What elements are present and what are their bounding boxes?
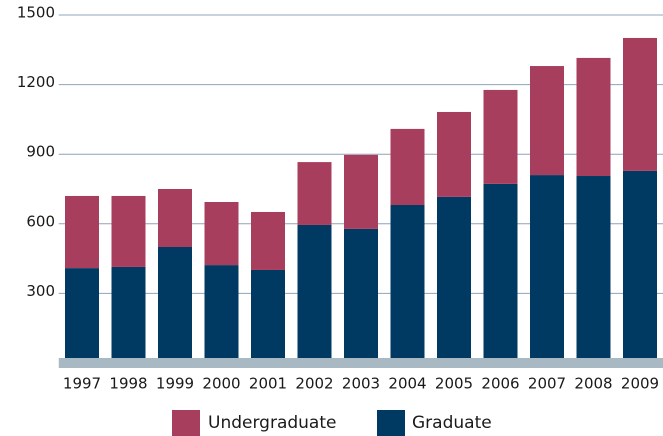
- bar-segment: [158, 247, 192, 363]
- bar-segment: [530, 66, 564, 176]
- legend-label: Graduate: [412, 413, 492, 433]
- bar-segment: [623, 37, 657, 171]
- bar-segment: [530, 175, 564, 363]
- y-tick-label: 600: [26, 212, 55, 230]
- bar-segment: [623, 170, 657, 363]
- bar-segment: [390, 128, 425, 206]
- x-tick-label: 1999: [156, 375, 194, 393]
- y-tick-label: 900: [26, 143, 55, 161]
- bar-segment: [390, 205, 425, 363]
- bar-segment: [65, 268, 99, 363]
- bar-segment: [344, 228, 378, 363]
- bar-segment: [576, 57, 611, 177]
- x-tick-label: 2000: [202, 375, 240, 393]
- legend-swatch: [172, 410, 200, 436]
- bar-segment: [437, 196, 471, 363]
- legend-label: Undergraduate: [208, 413, 336, 433]
- bar-segment: [65, 195, 99, 269]
- bar-segment: [437, 111, 471, 197]
- bar-segment: [297, 224, 332, 363]
- x-tick-label: 2007: [528, 375, 566, 393]
- bar-segment: [483, 183, 518, 363]
- legend-swatch: [377, 410, 405, 436]
- x-tick-label: 2004: [388, 375, 426, 393]
- y-tick-label: 300: [26, 282, 55, 300]
- bar-segment: [483, 89, 518, 184]
- x-tick-label: 1997: [63, 375, 101, 393]
- x-tick-label: 2009: [621, 375, 659, 393]
- bar-segment: [576, 176, 611, 363]
- x-tick-label: 2005: [435, 375, 473, 393]
- x-tick-label: 2002: [295, 375, 333, 393]
- bar-segment: [204, 201, 239, 266]
- bar-segment: [251, 211, 285, 270]
- y-tick-label: 1200: [17, 73, 55, 91]
- x-tick-label: 2003: [342, 375, 380, 393]
- bar-segment: [344, 154, 378, 229]
- bar-segment: [158, 189, 192, 247]
- x-tick-label: 2001: [249, 375, 287, 393]
- bar-segment: [111, 195, 146, 267]
- y-tick-label: 1500: [17, 4, 55, 22]
- x-tick-label: 2008: [574, 375, 612, 393]
- bar-segment: [251, 269, 285, 363]
- bar-segment: [204, 265, 239, 363]
- x-tick-label: 2006: [481, 375, 519, 393]
- baseline-band: [58, 358, 663, 368]
- bar-segment: [297, 162, 332, 225]
- bar-segment: [111, 266, 146, 363]
- x-tick-label: 1998: [109, 375, 147, 393]
